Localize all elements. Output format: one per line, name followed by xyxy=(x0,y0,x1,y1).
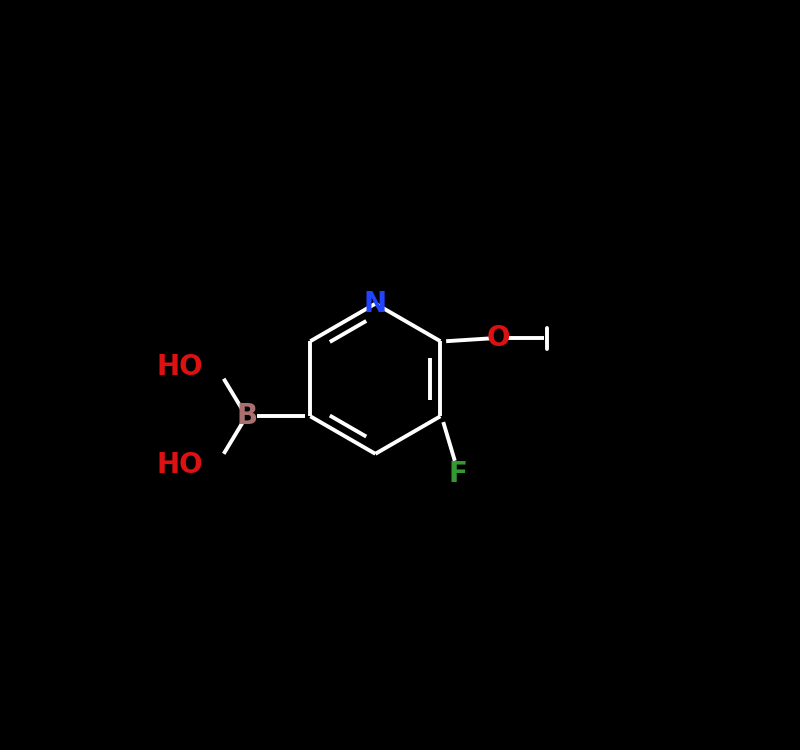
Text: HO: HO xyxy=(157,353,203,381)
Text: B: B xyxy=(236,402,258,430)
Text: O: O xyxy=(486,324,510,352)
Text: HO: HO xyxy=(157,452,203,479)
Text: N: N xyxy=(364,290,387,318)
Text: F: F xyxy=(448,460,467,488)
